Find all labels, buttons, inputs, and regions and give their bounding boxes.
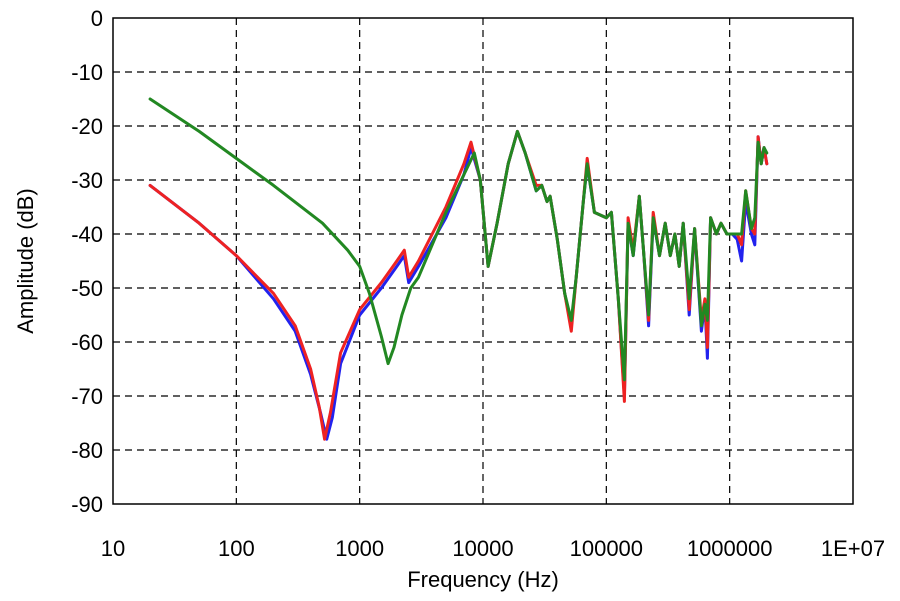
series-layer bbox=[148, 97, 769, 441]
y-tick-label: -40 bbox=[71, 222, 103, 247]
x-tick-label: 10000 bbox=[452, 536, 513, 561]
x-tick-label: 100000 bbox=[570, 536, 643, 561]
x-tick-label: 1E+07 bbox=[821, 536, 885, 561]
y-axis-ticks: 0 -10 -20 -30 -40 -50 -60 -70 -80 -90 bbox=[71, 6, 103, 517]
y-tick-label: -60 bbox=[71, 330, 103, 355]
y-tick-label: -90 bbox=[71, 492, 103, 517]
plot-area-frame bbox=[112, 17, 854, 505]
x-tick-label: 100 bbox=[218, 536, 255, 561]
y-axis-label: Amplitude (dB) bbox=[13, 188, 38, 334]
y-tick-label: -50 bbox=[71, 276, 103, 301]
x-tick-label: 1000 bbox=[335, 536, 384, 561]
y-tick-label: -30 bbox=[71, 168, 103, 193]
y-tick-label: -10 bbox=[71, 60, 103, 85]
series-line-2 bbox=[148, 129, 769, 441]
x-tick-label: 10 bbox=[101, 536, 125, 561]
series-line-3 bbox=[148, 97, 769, 382]
x-tick-label: 1000000 bbox=[687, 536, 773, 561]
y-tick-label: 0 bbox=[91, 6, 103, 31]
x-axis-ticks: 10 100 1000 10000 100000 1000000 1E+07 bbox=[101, 536, 885, 561]
y-tick-label: -70 bbox=[71, 384, 103, 409]
y-tick-label: -80 bbox=[71, 438, 103, 463]
x-axis-label: Frequency (Hz) bbox=[407, 567, 559, 592]
y-tick-label: -20 bbox=[71, 114, 103, 139]
